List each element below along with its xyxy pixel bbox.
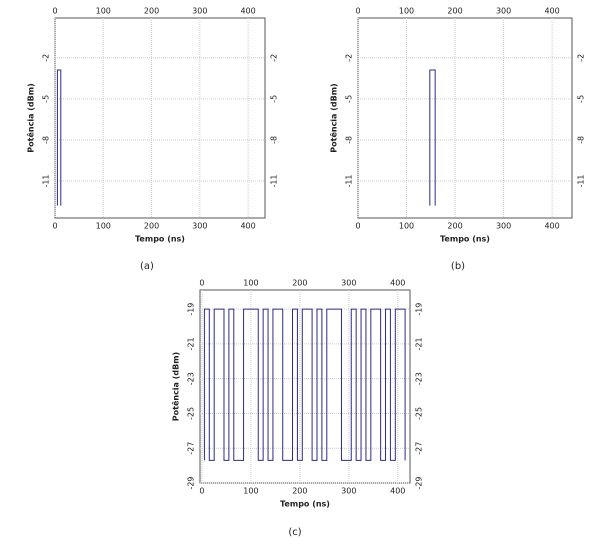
y-tick-label-right: -2 (577, 54, 586, 62)
x-tick-label-top: 300 (341, 279, 356, 288)
y-tick-label: -11 (42, 174, 51, 187)
x-tick-label: 100 (399, 222, 414, 231)
x-tick-label-top: 100 (243, 279, 258, 288)
y-tick-label-right: -27 (415, 442, 424, 455)
x-tick-label-top: 100 (399, 7, 414, 16)
plot-area (199, 289, 411, 484)
x-tick-label-top: 200 (292, 279, 307, 288)
y-tick-label-right: -2 (270, 54, 279, 62)
x-tick-label-top: 200 (144, 7, 159, 16)
x-tick-label: 300 (192, 222, 207, 231)
x-tick-label: 200 (292, 487, 307, 496)
y-tick-label: -29 (187, 476, 196, 489)
x-tick-label: 100 (96, 222, 111, 231)
y-tick-label: -19 (187, 303, 196, 316)
y-tick-label-right: -19 (415, 303, 424, 316)
x-tick-label: 400 (390, 487, 405, 496)
x-tick-label: 400 (544, 222, 559, 231)
y-tick-label-right: -25 (415, 407, 424, 420)
x-tick-label-top: 300 (496, 7, 511, 16)
x-tick-label: 0 (52, 222, 57, 231)
y-tick-label: -27 (187, 442, 196, 455)
x-axis-label: Tempo (ns) (135, 235, 185, 244)
x-tick-label: 200 (144, 222, 159, 231)
y-tick-label: -5 (42, 95, 51, 103)
x-tick-label: 400 (240, 222, 255, 231)
plot-area (54, 17, 266, 219)
y-tick-label-right: -11 (577, 174, 586, 187)
y-tick-label: -5 (345, 95, 354, 103)
x-tick-label-top: 400 (390, 279, 405, 288)
caption: (b) (451, 261, 465, 272)
x-tick-label: 0 (355, 222, 360, 231)
x-tick-label-top: 400 (240, 7, 255, 16)
y-tick-label: -8 (345, 136, 354, 144)
x-axis-label: Tempo (ns) (440, 235, 490, 244)
x-tick-label: 0 (199, 487, 204, 496)
y-tick-label-right: -5 (577, 95, 586, 103)
y-tick-label-right: -23 (415, 372, 424, 385)
x-axis-label: Tempo (ns) (280, 500, 330, 509)
y-tick-label-right: -11 (270, 174, 279, 187)
x-tick-label-top: 0 (52, 7, 57, 16)
y-tick-label: -21 (187, 337, 196, 350)
y-tick-label-right: -29 (415, 476, 424, 489)
caption: (c) (288, 527, 301, 538)
x-tick-label-top: 400 (544, 7, 559, 16)
plot-area (357, 17, 573, 219)
y-tick-label-right: -8 (577, 136, 586, 144)
y-tick-label: -23 (187, 372, 196, 385)
x-tick-label-top: 300 (192, 7, 207, 16)
x-tick-label-top: 0 (199, 279, 204, 288)
x-tick-label: 300 (496, 222, 511, 231)
y-axis-label: Potência (dBm) (329, 83, 339, 152)
series-line (56, 69, 62, 206)
y-tick-label: -8 (42, 136, 51, 144)
series-line (429, 69, 436, 206)
x-tick-label-top: 0 (355, 7, 360, 16)
y-tick-label: -25 (187, 407, 196, 420)
x-tick-label: 300 (341, 487, 356, 496)
y-tick-label-right: -8 (270, 136, 279, 144)
y-tick-label: -2 (345, 54, 354, 62)
caption: (a) (140, 261, 154, 272)
x-tick-label: 100 (243, 487, 258, 496)
series-line (203, 308, 406, 461)
y-axis-label: Potência (dBm) (171, 352, 181, 421)
y-tick-label-right: -5 (270, 95, 279, 103)
y-axis-label: Potência (dBm) (26, 83, 36, 152)
x-tick-label-top: 200 (447, 7, 462, 16)
x-tick-label: 200 (447, 222, 462, 231)
x-tick-label-top: 100 (96, 7, 111, 16)
y-tick-label: -2 (42, 54, 51, 62)
y-tick-label: -11 (345, 174, 354, 187)
y-tick-label-right: -21 (415, 337, 424, 350)
